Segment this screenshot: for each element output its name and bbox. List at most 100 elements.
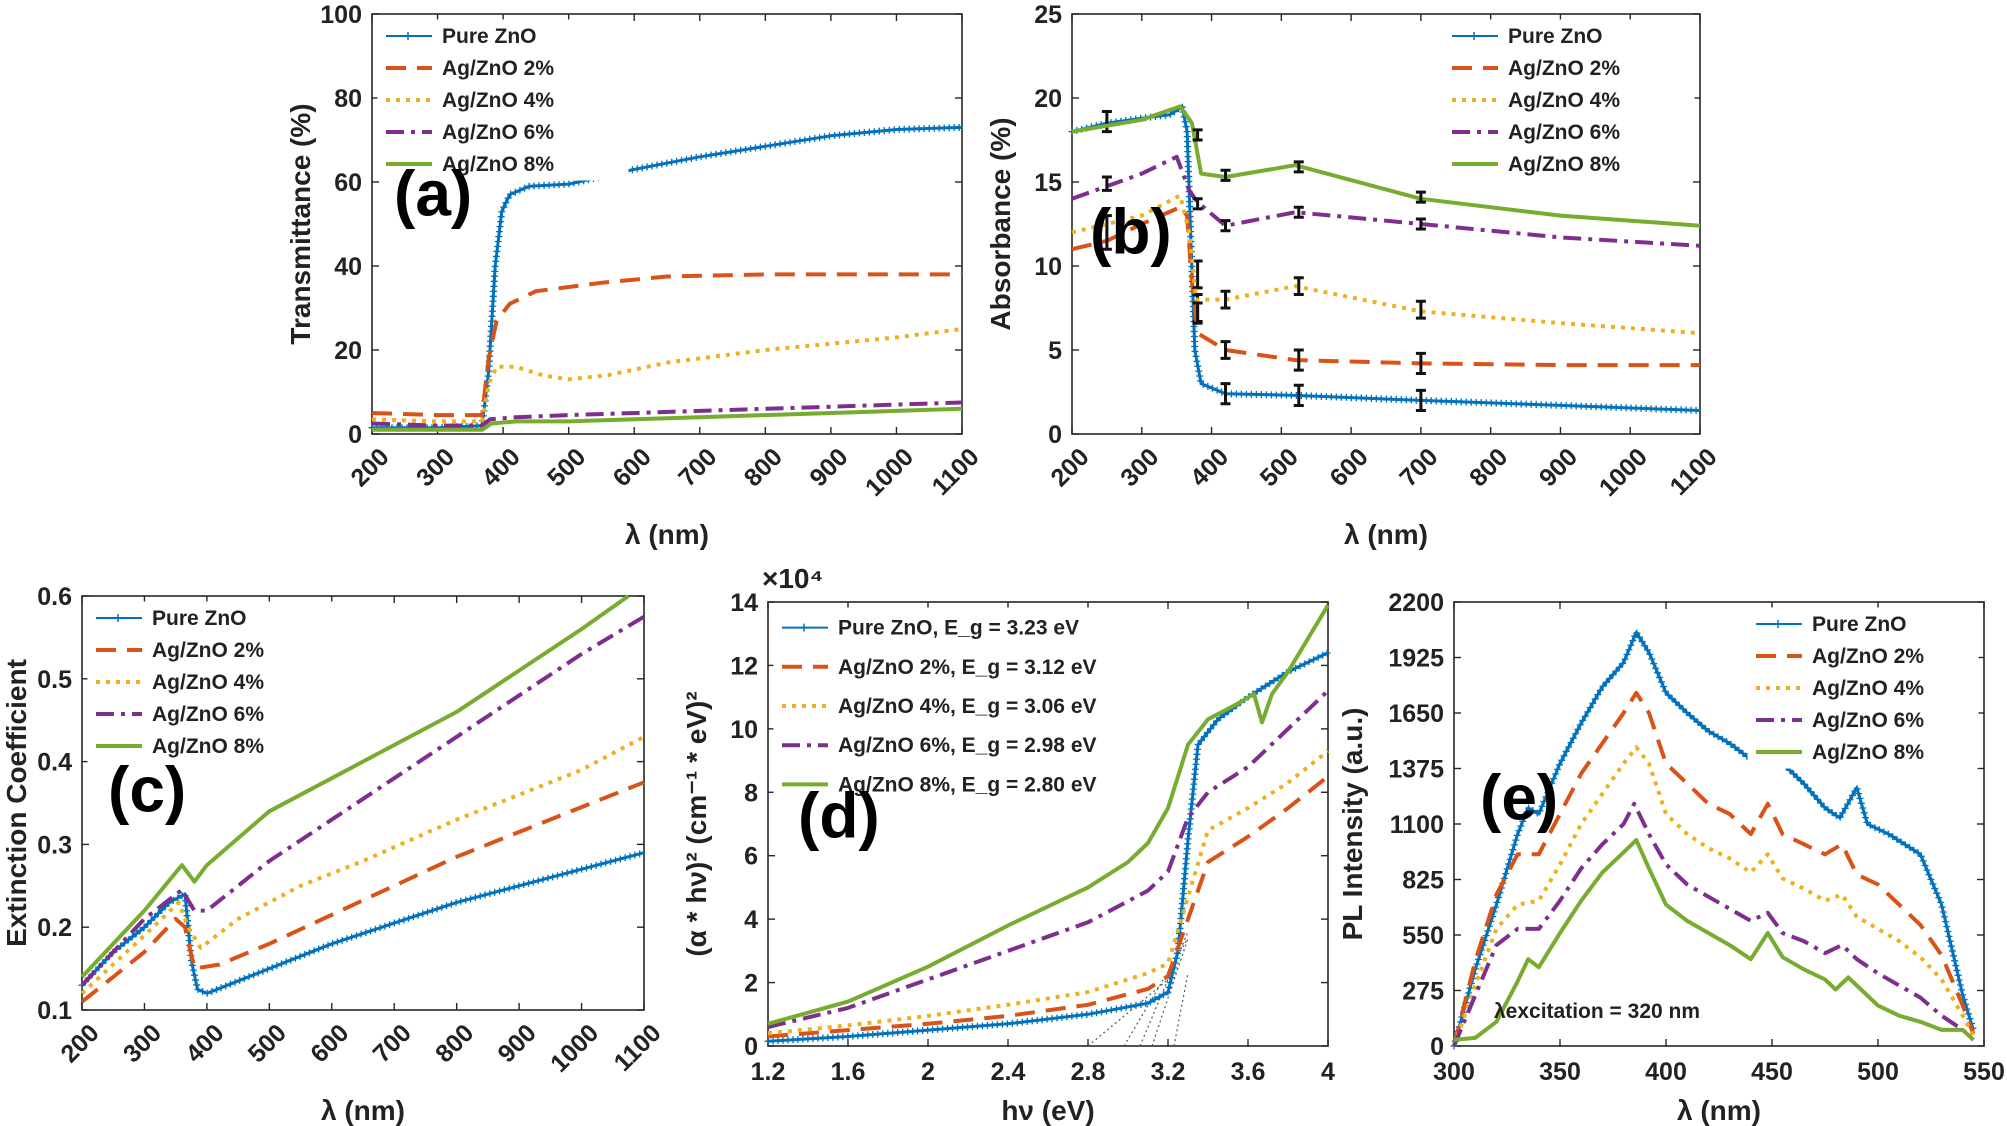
series-line-3 bbox=[767, 689, 1330, 1029]
plus-marker bbox=[1199, 380, 1207, 388]
legend-entry: Pure ZnO bbox=[152, 607, 247, 630]
plus-marker bbox=[631, 851, 639, 859]
plus-marker bbox=[1692, 406, 1700, 414]
plus-marker bbox=[1310, 656, 1318, 664]
plus-marker bbox=[1939, 908, 1947, 916]
plus-marker bbox=[217, 984, 225, 992]
plus-marker bbox=[756, 143, 764, 151]
plus-marker bbox=[570, 179, 578, 187]
plus-marker bbox=[1807, 788, 1815, 796]
plus-marker bbox=[663, 159, 671, 167]
plus-marker bbox=[222, 982, 230, 990]
plus-marker bbox=[471, 893, 479, 901]
plus-marker bbox=[1323, 649, 1331, 657]
x-tick-label: 1100 bbox=[1665, 443, 1723, 501]
plus-marker bbox=[433, 905, 441, 913]
plus-marker bbox=[1213, 386, 1221, 394]
plus-marker bbox=[250, 971, 258, 979]
plus-marker bbox=[742, 145, 750, 153]
x-tick-label: 600 bbox=[305, 1019, 354, 1068]
panel-b: 200 300 400 500 600 700 800 900 1000 1100 0 5 10 15 20… bbox=[985, 1, 1723, 550]
legend-entry: Pure ZnO bbox=[442, 25, 537, 48]
plus-marker bbox=[717, 149, 725, 157]
y-tick-label: 60 bbox=[334, 169, 362, 197]
plus-marker bbox=[496, 887, 504, 895]
plus-marker bbox=[682, 155, 690, 163]
plus-marker bbox=[136, 927, 144, 935]
plus-marker bbox=[1814, 795, 1822, 803]
plus-marker bbox=[390, 919, 398, 927]
plus-marker bbox=[1950, 952, 1958, 960]
plus-marker bbox=[602, 859, 610, 867]
plus-marker bbox=[1506, 855, 1514, 863]
plus-marker bbox=[1643, 646, 1651, 654]
plus-marker bbox=[1502, 870, 1510, 878]
plus-marker bbox=[193, 981, 201, 989]
plus-marker bbox=[236, 976, 244, 984]
plus-marker bbox=[231, 978, 239, 986]
y-axis-title: (α * hν)² (cm⁻¹ * eV)² bbox=[681, 691, 712, 956]
y-tick-label: 0.4 bbox=[37, 749, 72, 777]
plus-marker bbox=[287, 956, 295, 964]
plus-marker bbox=[315, 945, 323, 953]
plus-marker bbox=[486, 890, 494, 898]
plus-marker bbox=[1555, 761, 1563, 769]
plus-marker bbox=[1612, 667, 1620, 675]
x-tick-label: 2.8 bbox=[1071, 1058, 1106, 1086]
plus-marker bbox=[500, 886, 508, 894]
x-tick-label: 1100 bbox=[927, 443, 985, 501]
legend: Pure ZnO Ag/ZnO 2% Ag/ZnO 4% Ag/ZnO 6% Ag/Zn… bbox=[87, 601, 339, 763]
plus-marker bbox=[1292, 664, 1300, 672]
plus-marker bbox=[505, 884, 513, 892]
plus-marker bbox=[1675, 701, 1683, 709]
legend-plus-marker bbox=[1470, 32, 1478, 40]
y-tick-label: 40 bbox=[334, 253, 362, 281]
error-bar bbox=[1220, 168, 1231, 182]
plus-marker bbox=[668, 158, 676, 166]
y-tick-label: 5 bbox=[1048, 337, 1062, 365]
y-tick-label: 0.3 bbox=[37, 831, 72, 859]
plus-marker bbox=[259, 967, 267, 975]
plus-marker bbox=[1507, 850, 1515, 858]
error-bar bbox=[1415, 351, 1426, 376]
panel-label: (e) bbox=[1480, 762, 1558, 834]
error-bar bbox=[1293, 276, 1304, 297]
plus-marker bbox=[1305, 658, 1313, 666]
plus-marker bbox=[578, 865, 586, 873]
plus-marker bbox=[1519, 817, 1527, 825]
plus-marker bbox=[329, 940, 337, 948]
legend-entry: Pure ZnO, E_g = 3.23 eV bbox=[838, 617, 1079, 640]
plus-marker bbox=[1859, 804, 1867, 812]
series-line-3 bbox=[80, 614, 646, 987]
x-tick-label: 4 bbox=[1321, 1058, 1335, 1086]
plus-marker bbox=[511, 188, 519, 196]
error-bar bbox=[1220, 289, 1231, 310]
plus-marker bbox=[1638, 638, 1646, 646]
plus-marker bbox=[1261, 682, 1269, 690]
panel-d: 1.2 1.6 2 2.4 2.8 3.2 3.6 4 0 2 4 6 8 10 12 14 hν (eV) (α… bbox=[681, 563, 1335, 1126]
plus-marker bbox=[1602, 678, 1610, 686]
panel-label: (b) bbox=[1090, 195, 1172, 267]
plus-marker bbox=[500, 203, 508, 211]
plus-marker bbox=[1635, 633, 1643, 641]
plus-marker bbox=[1596, 686, 1604, 694]
x-tick-label: 800 bbox=[739, 443, 788, 492]
x-tick-label: 1000 bbox=[860, 443, 919, 502]
error-bar bbox=[1220, 382, 1231, 406]
panel-label: (c) bbox=[108, 753, 186, 825]
legend-entry: Pure ZnO bbox=[1812, 613, 1907, 636]
plus-marker bbox=[1203, 729, 1211, 737]
plus-marker bbox=[414, 911, 422, 919]
plus-marker bbox=[515, 882, 523, 890]
plus-marker bbox=[1182, 123, 1190, 131]
plus-marker bbox=[1650, 660, 1658, 668]
plus-marker bbox=[1790, 770, 1798, 778]
plus-marker bbox=[132, 930, 140, 938]
plus-marker bbox=[1705, 728, 1713, 736]
plus-marker bbox=[502, 199, 510, 207]
error-bar bbox=[1192, 301, 1203, 325]
error-bar bbox=[1192, 128, 1203, 142]
plus-marker bbox=[786, 138, 794, 146]
x-tick-label: 300 bbox=[1115, 443, 1164, 492]
plus-marker bbox=[1213, 717, 1221, 725]
